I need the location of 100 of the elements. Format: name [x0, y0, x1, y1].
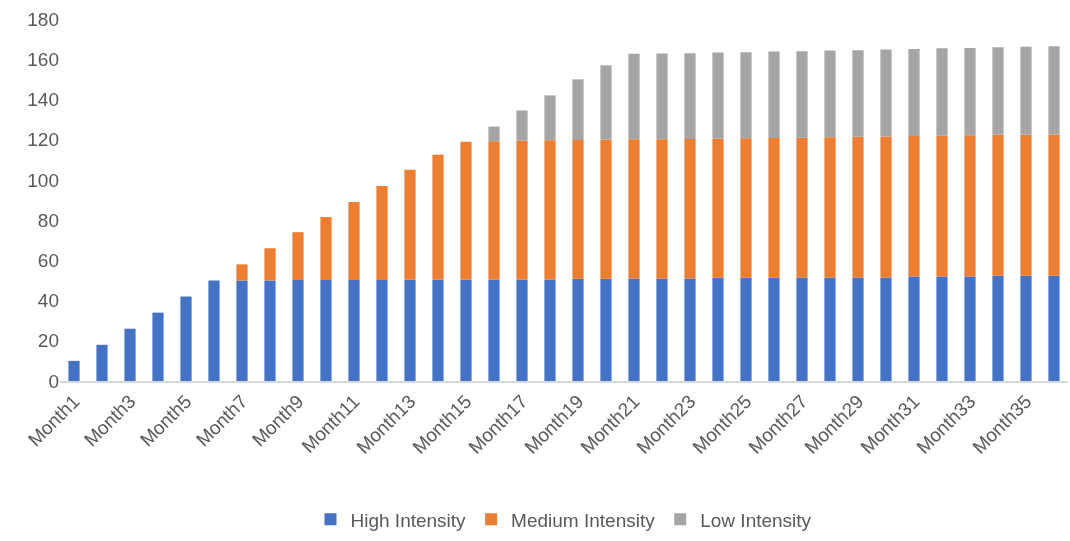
bar: [236, 280, 248, 381]
y-tick-label: 120: [27, 129, 59, 151]
y-tick-label: 0: [48, 370, 59, 392]
legend-label: High Intensity: [350, 509, 467, 531]
bar: [320, 217, 332, 281]
y-tick-label: 100: [27, 169, 59, 191]
bar: [488, 126, 500, 142]
y-tick-label: 180: [27, 8, 59, 30]
bar: [992, 47, 1004, 135]
bar: [404, 169, 416, 280]
bar: [1020, 46, 1032, 135]
bar: [880, 49, 892, 137]
bar: [124, 328, 136, 381]
bar: [180, 296, 192, 381]
bar: [292, 232, 304, 281]
bar: [852, 277, 864, 381]
y-tick-label: 160: [27, 48, 59, 70]
bar: [824, 137, 836, 278]
bar: [376, 280, 388, 381]
bar: [712, 277, 724, 381]
bar: [852, 136, 864, 278]
bar: [964, 135, 976, 277]
bar: [208, 280, 220, 381]
bar: [740, 138, 752, 278]
bar: [740, 277, 752, 381]
bar: [628, 278, 640, 381]
bar: [796, 51, 808, 138]
bar: [264, 280, 276, 381]
bar: [432, 154, 444, 280]
bar: [572, 278, 584, 381]
bar: [348, 202, 360, 281]
bar: [516, 140, 528, 280]
bar: [292, 280, 304, 381]
bar: [460, 141, 472, 280]
bar: [96, 344, 108, 381]
bar: [740, 52, 752, 139]
bar: [712, 138, 724, 278]
bar: [684, 53, 696, 140]
bar: [1020, 275, 1032, 381]
bar: [600, 65, 612, 140]
bar: [964, 47, 976, 136]
bar: [1020, 134, 1032, 276]
bar: [572, 79, 584, 141]
bar: [964, 276, 976, 381]
bar: [992, 134, 1004, 276]
legend-label: Low Intensity: [700, 509, 812, 531]
bar: [544, 140, 556, 280]
bar: [544, 95, 556, 141]
bar: [1048, 275, 1060, 381]
bar: [628, 139, 640, 279]
bar: [516, 279, 528, 381]
bar: [992, 275, 1004, 381]
bar: [656, 53, 668, 140]
bar: [796, 277, 808, 381]
bar: [544, 279, 556, 381]
bar: [488, 141, 500, 280]
bar: [572, 140, 584, 279]
y-tick-label: 40: [37, 290, 59, 312]
bar: [1048, 134, 1060, 276]
bar: [824, 277, 836, 381]
bar: [656, 139, 668, 279]
y-tick-label: 80: [37, 209, 59, 231]
bar: [768, 51, 780, 139]
bar: [936, 135, 948, 277]
bar: [460, 279, 472, 381]
bar: [348, 280, 360, 381]
bar: [796, 137, 808, 278]
bar: [236, 264, 248, 281]
bar: [628, 53, 640, 140]
bar: [712, 52, 724, 139]
y-tick-label: 60: [37, 249, 59, 271]
bar: [152, 312, 164, 381]
bar: [768, 138, 780, 278]
bar: [936, 48, 948, 136]
bar: [264, 248, 276, 281]
bar: [768, 277, 780, 381]
bar: [656, 278, 668, 381]
y-tick-label: 20: [37, 330, 59, 352]
bar: [908, 276, 920, 381]
bar: [684, 278, 696, 381]
bar: [936, 276, 948, 381]
y-tick-label: 140: [27, 89, 59, 111]
bar: [684, 139, 696, 279]
bar: [432, 279, 444, 381]
bar: [852, 50, 864, 137]
bar: [600, 278, 612, 381]
bar: [880, 136, 892, 278]
bar: [908, 136, 920, 277]
bar: [376, 185, 388, 281]
legend-label: Medium Intensity: [511, 509, 656, 531]
bar: [880, 277, 892, 381]
bar: [908, 48, 920, 137]
bar: [600, 139, 612, 279]
bar: [516, 110, 528, 141]
bar: [824, 50, 836, 138]
bar: [404, 279, 416, 381]
bar: [68, 360, 80, 381]
bar: [1048, 46, 1060, 135]
bar: [488, 279, 500, 381]
bar: [320, 280, 332, 381]
